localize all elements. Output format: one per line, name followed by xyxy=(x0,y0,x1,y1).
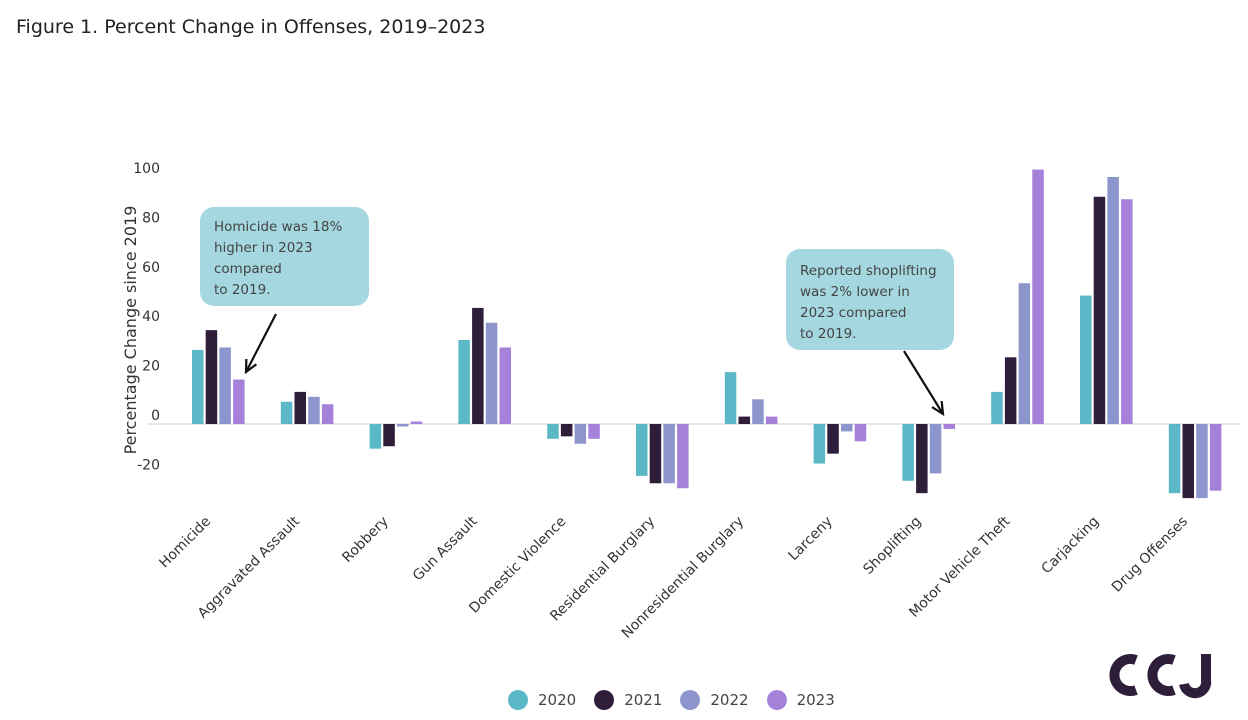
bar-shoplifting-2020 xyxy=(902,424,914,481)
bar-carjacking-2020 xyxy=(1080,295,1092,424)
callout-text-line: compared xyxy=(214,261,282,277)
legend-item-2022: 2022 xyxy=(680,690,749,710)
legend-item-2021: 2021 xyxy=(594,690,662,710)
bar-shoplifting-2022 xyxy=(929,424,942,474)
x-tick-label-homicide: Homicide xyxy=(156,514,214,572)
bar-larceny-2020 xyxy=(813,424,826,464)
bar-carjacking-2022 xyxy=(1107,177,1119,424)
x-tick-label-shoplifting: Shoplifting xyxy=(860,514,924,578)
callout-box xyxy=(200,207,369,306)
bar-drug-offenses-2022 xyxy=(1196,424,1208,499)
bar-domestic-violence-2020 xyxy=(547,424,559,439)
x-tick-label-carjacking: Carjacking xyxy=(1039,514,1103,578)
bar-gun-assault-2023 xyxy=(499,347,511,424)
bar-shoplifting-2021 xyxy=(916,424,928,494)
callout-text-line: to 2019. xyxy=(800,326,857,342)
bar-robbery-2023 xyxy=(410,421,423,424)
x-tick-label-motor-vehicle-theft: Motor Vehicle Theft xyxy=(906,513,1014,621)
legend-swatch-2020 xyxy=(508,690,528,710)
x-tick-label-gun-assault: Gun Assault xyxy=(410,513,481,584)
callout-arrowhead xyxy=(244,358,258,375)
legend-label-2021: 2021 xyxy=(624,691,663,709)
bar-aggravated-assault-2023 xyxy=(321,404,334,424)
bar-aggravated-assault-2020 xyxy=(280,401,293,424)
bar-domestic-violence-2023 xyxy=(588,424,600,439)
y-axis-title: Percentage Change since 2019 xyxy=(121,206,140,455)
bar-residential-burglary-2023 xyxy=(677,424,689,489)
ccj-logo xyxy=(1109,654,1212,699)
legend-label-2020: 2020 xyxy=(538,691,577,709)
bar-drug-offenses-2020 xyxy=(1168,424,1181,494)
bar-domestic-violence-2021 xyxy=(560,424,573,437)
bar-gun-assault-2022 xyxy=(485,322,498,424)
x-tick-label-larceny: Larceny xyxy=(785,514,835,564)
bar-residential-burglary-2020 xyxy=(636,424,648,476)
bar-robbery-2020 xyxy=(369,424,382,449)
callout-text-line: Homicide was 18% xyxy=(214,219,342,235)
callout-box xyxy=(786,249,954,350)
bar-homicide-2021 xyxy=(205,330,218,424)
bar-chart: 100 80 60 40 20 0 -20 Percentage Change since 2… xyxy=(121,161,1240,642)
legend-swatch-2021 xyxy=(594,690,615,710)
callout-arrow xyxy=(903,350,944,415)
x-tick-label-robbery: Robbery xyxy=(339,514,391,566)
bar-shoplifting-2023 xyxy=(943,424,955,429)
bar-gun-assault-2021 xyxy=(472,307,484,424)
callout-text-line: was 2% lower in xyxy=(800,284,910,300)
bar-motor-vehicle-theft-2021 xyxy=(1004,357,1017,424)
bar-robbery-2021 xyxy=(383,424,395,447)
x-tick-label-aggravated-assault: Aggravated Assault xyxy=(195,513,304,622)
bar-nonresidential-burglary-2022 xyxy=(752,399,764,424)
bar-motor-vehicle-theft-2020 xyxy=(991,391,1003,424)
y-tick-label: 20 xyxy=(142,359,160,375)
bar-domestic-violence-2022 xyxy=(574,424,587,444)
bar-larceny-2022 xyxy=(841,424,853,432)
legend: 2020 2021 2022 2023 xyxy=(508,690,835,710)
bar-robbery-2022 xyxy=(397,424,409,427)
bar-gun-assault-2020 xyxy=(458,340,470,424)
legend-label-2023: 2023 xyxy=(796,691,835,709)
bar-homicide-2023 xyxy=(233,379,245,424)
y-tick-label: 40 xyxy=(142,309,160,325)
bar-drug-offenses-2021 xyxy=(1182,424,1194,499)
bar-carjacking-2021 xyxy=(1093,196,1106,424)
callout-arrow xyxy=(245,313,277,373)
callout-text-line: 2023 compared xyxy=(800,305,906,321)
y-tick-label: 0 xyxy=(151,408,160,424)
callout-arrowhead xyxy=(931,400,945,417)
bar-homicide-2022 xyxy=(219,347,231,424)
figure-title: Figure 1. Percent Change in Offenses, 20… xyxy=(16,16,486,38)
bar-aggravated-assault-2021 xyxy=(294,391,306,424)
legend-item-2020: 2020 xyxy=(508,690,576,710)
x-tick-label-drug-offenses: Drug Offenses xyxy=(1109,514,1191,596)
bar-larceny-2021 xyxy=(827,424,839,454)
legend-label-2022: 2022 xyxy=(710,691,749,709)
bar-carjacking-2023 xyxy=(1121,199,1133,424)
legend-swatch-2023 xyxy=(766,690,787,710)
bar-residential-burglary-2022 xyxy=(663,424,675,484)
y-tick-label: -20 xyxy=(137,457,160,473)
bar-residential-burglary-2021 xyxy=(649,424,662,484)
bar-homicide-2020 xyxy=(192,349,204,424)
bar-drug-offenses-2023 xyxy=(1209,424,1222,491)
y-tick-label: 60 xyxy=(142,260,160,276)
bar-motor-vehicle-theft-2023 xyxy=(1032,169,1044,424)
x-tick-label-domestic-violence: Domestic Violence xyxy=(466,514,569,617)
bar-motor-vehicle-theft-2022 xyxy=(1018,283,1031,424)
bar-larceny-2023 xyxy=(854,424,867,442)
legend-item-2023: 2023 xyxy=(766,690,835,710)
y-tick-label: 80 xyxy=(142,210,160,226)
callout-text-line: Reported shoplifting xyxy=(800,263,937,279)
callout-text-line: higher in 2023 xyxy=(214,240,313,256)
bar-aggravated-assault-2022 xyxy=(308,396,320,424)
bar-nonresidential-burglary-2020 xyxy=(724,372,737,424)
y-tick-label: 100 xyxy=(133,161,160,177)
bar-nonresidential-burglary-2021 xyxy=(738,416,750,424)
legend-swatch-2022 xyxy=(680,690,701,710)
callout-text-line: to 2019. xyxy=(214,282,271,298)
bar-nonresidential-burglary-2023 xyxy=(765,416,778,424)
